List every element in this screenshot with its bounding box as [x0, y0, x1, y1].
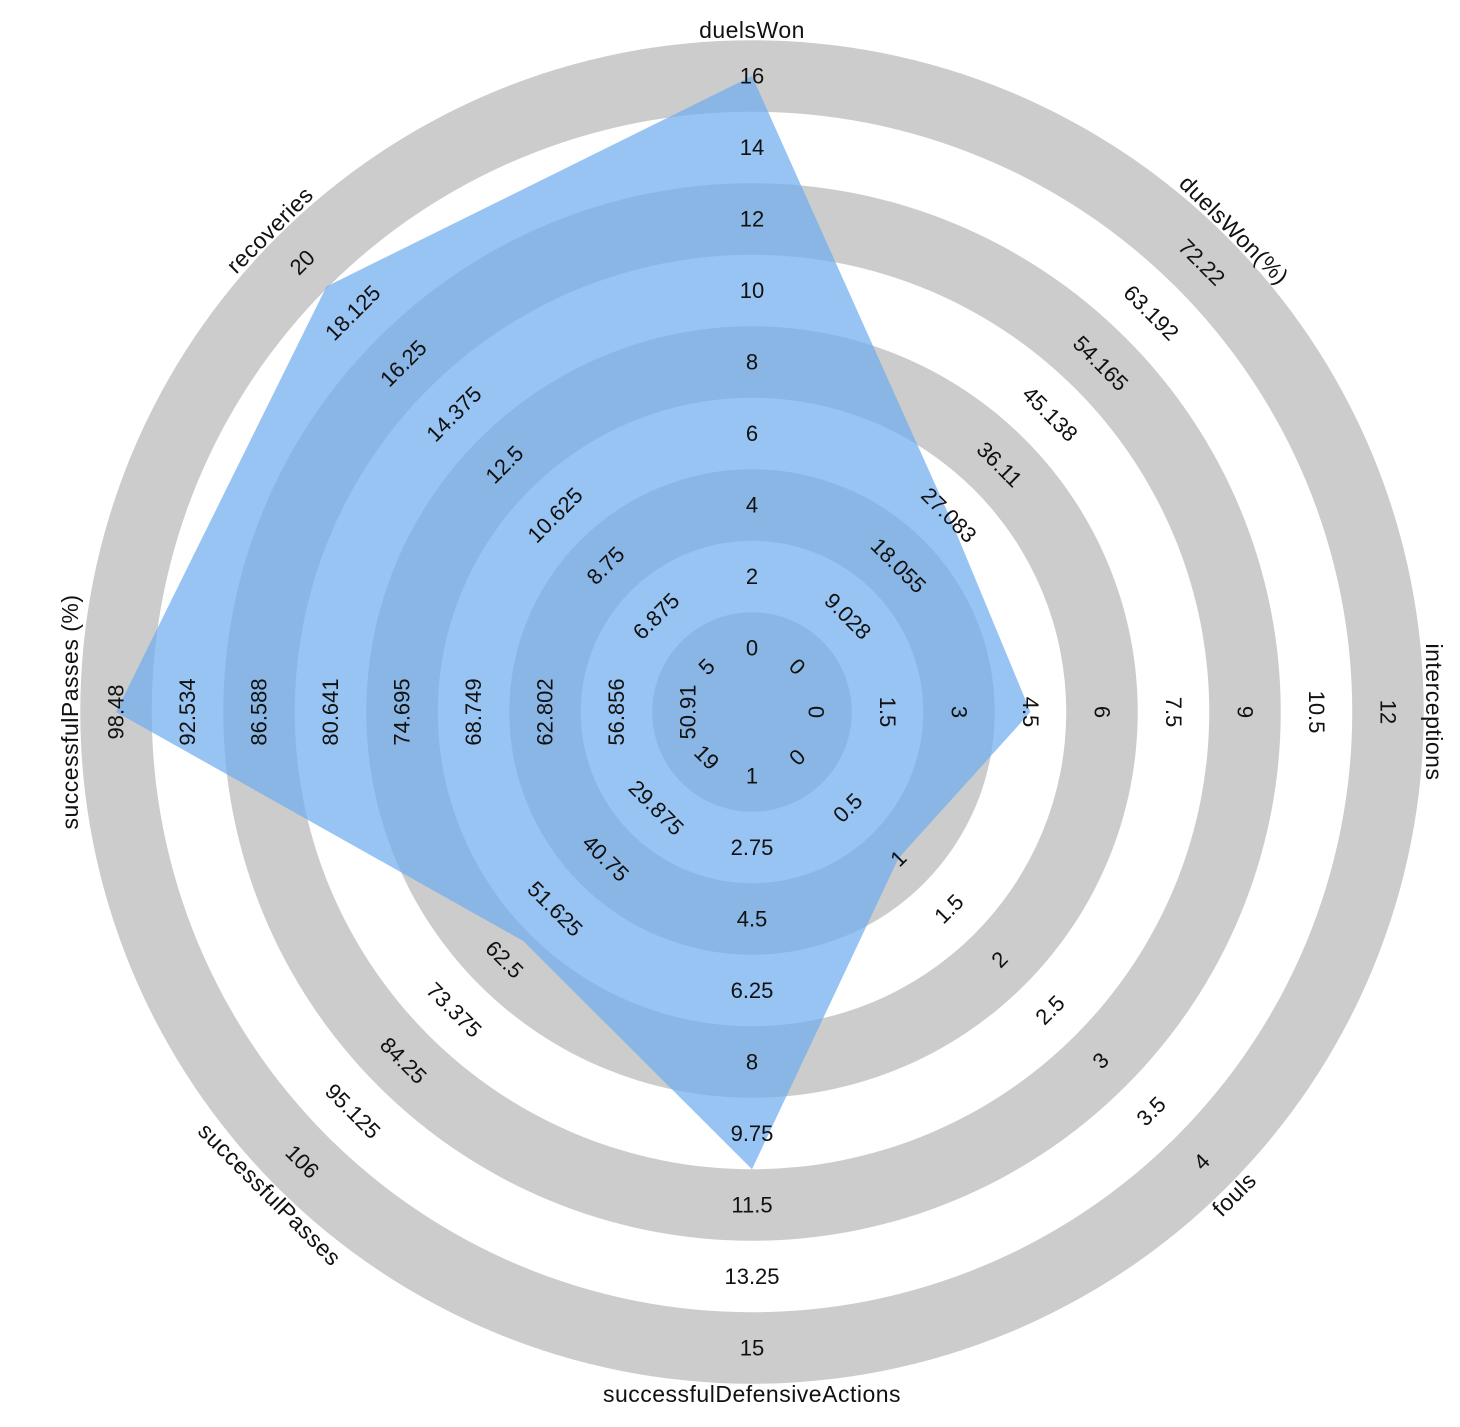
tick-label-successfulpasses-0: 50.91 — [676, 684, 701, 739]
tick-label-successfulpasses-2: 62.802 — [533, 678, 558, 745]
tick-label-interceptions-7: 10.5 — [1304, 691, 1329, 734]
tick-label-successfuldefensiveactions-5: 9.75 — [731, 1121, 774, 1146]
axis-title-interceptions: interceptions — [1421, 644, 1447, 781]
tick-label-interceptions-1: 1.5 — [875, 697, 900, 728]
tick-label-duelswon-3: 6 — [746, 421, 758, 446]
tick-label-interceptions-8: 12 — [1376, 700, 1401, 724]
tick-label-successfulpasses-1: 56.856 — [604, 678, 629, 745]
tick-label-successfuldefensiveactions-7: 13.25 — [724, 1264, 779, 1289]
tick-label-successfuldefensiveactions-6: 11.5 — [731, 1193, 772, 1218]
tick-label-duelswon-7: 14 — [740, 135, 764, 160]
tick-label-interceptions-4: 6 — [1090, 706, 1115, 718]
tick-label-successfuldefensiveactions-0: 1 — [746, 764, 758, 789]
tick-label-duelswon-1: 2 — [746, 564, 758, 589]
tick-label-interceptions-6: 9 — [1233, 706, 1258, 718]
tick-label-successfulpasses-6: 86.588 — [247, 678, 272, 745]
tick-label-successfulpasses-3: 68.749 — [461, 678, 486, 745]
series-layer — [116, 76, 1031, 1170]
tick-label-successfulpasses-5: 80.641 — [318, 678, 343, 745]
tick-label-duelswon-6: 12 — [740, 207, 764, 232]
tick-label-duelswon-5: 10 — [740, 278, 764, 303]
tick-label-successfuldefensiveactions-8: 15 — [740, 1336, 764, 1361]
axis-title-successfulpasses: successfulPasses (%) — [57, 595, 83, 830]
tick-label-successfuldefensiveactions-2: 4.5 — [737, 907, 768, 932]
tick-label-interceptions-3: 4.5 — [1018, 697, 1043, 728]
tick-label-interceptions-5: 7.5 — [1161, 697, 1186, 728]
tick-label-successfulpasses-4: 74.695 — [390, 678, 415, 745]
tick-label-successfuldefensiveactions-4: 8 — [746, 1050, 758, 1075]
tick-label-interceptions-2: 3 — [947, 706, 972, 718]
tick-label-successfulpasses-7: 92.534 — [175, 678, 200, 745]
series-area-0 — [116, 76, 1031, 1170]
tick-label-duelswon-8: 16 — [740, 64, 764, 89]
tick-label-duelswon-0: 0 — [746, 636, 758, 661]
axis-title-duelswon: duelsWon — [699, 17, 805, 43]
tick-label-duelswon-4: 8 — [746, 350, 758, 375]
tick-label-successfuldefensiveactions-1: 2.75 — [731, 835, 774, 860]
tick-label-duelswon-2: 4 — [746, 493, 758, 518]
tick-label-successfulpasses-8: 98.48 — [104, 684, 129, 739]
tick-label-successfuldefensiveactions-3: 6.25 — [731, 978, 774, 1003]
tick-label-interceptions-0: 0 — [804, 706, 829, 718]
axis-title-successfuldefensiveactions: successfulDefensiveActions — [603, 1381, 901, 1407]
